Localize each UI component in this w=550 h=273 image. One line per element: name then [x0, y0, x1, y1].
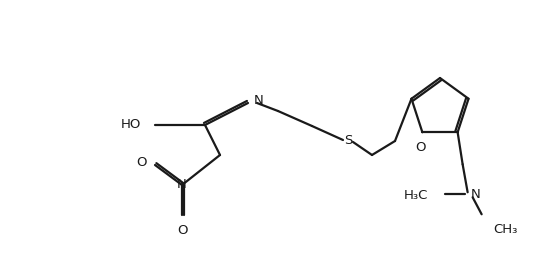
- Text: N: N: [177, 177, 187, 191]
- Text: HO: HO: [120, 118, 141, 132]
- Text: O: O: [415, 141, 426, 154]
- Text: S: S: [344, 135, 352, 147]
- Text: O: O: [177, 224, 187, 237]
- Text: N: N: [254, 94, 264, 108]
- Text: N: N: [471, 188, 480, 201]
- Text: H₃C: H₃C: [403, 189, 428, 202]
- Text: CH₃: CH₃: [494, 223, 518, 236]
- Text: O: O: [136, 156, 147, 170]
